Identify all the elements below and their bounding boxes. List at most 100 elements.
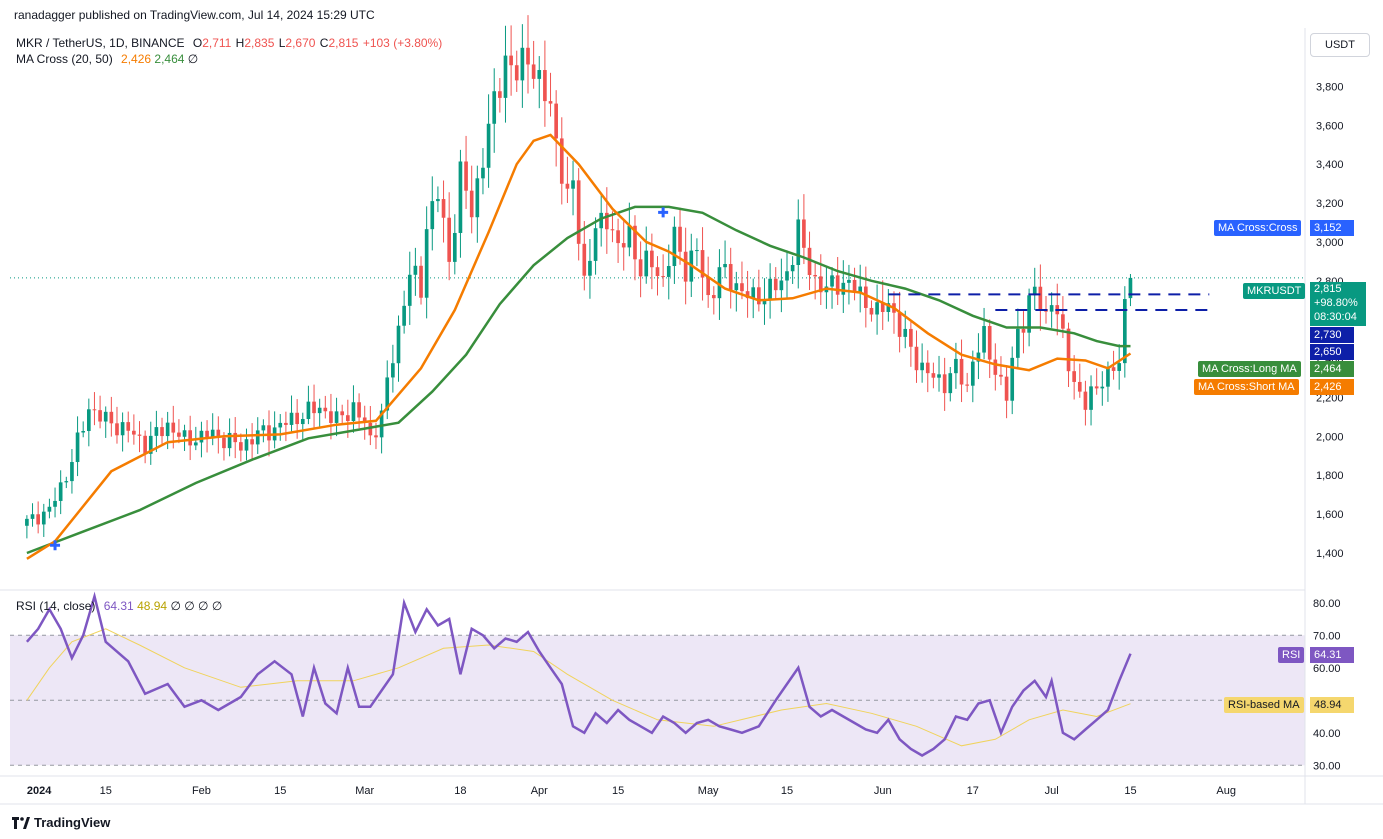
- candle-body: [413, 265, 418, 275]
- candle-body: [441, 199, 446, 218]
- candle-body: [430, 201, 435, 230]
- tradingview-logo-icon: [12, 816, 30, 829]
- candle-body: [1106, 367, 1110, 387]
- candle-body: [802, 219, 806, 248]
- candle-body: [830, 275, 834, 287]
- candle-body: [75, 432, 80, 463]
- rsi-line: [25, 591, 1132, 757]
- open-label: O: [192, 36, 203, 50]
- candle-body: [70, 462, 74, 482]
- candle-body: [154, 427, 159, 436]
- candle-body: [92, 409, 97, 411]
- candle-body: [785, 271, 789, 281]
- tradingview-footer[interactable]: TradingView: [12, 815, 110, 830]
- candle-body: [588, 260, 592, 276]
- candle-body: [47, 506, 52, 512]
- candle-body: [790, 264, 795, 272]
- candle-body: [351, 402, 356, 422]
- candle-body: [880, 302, 885, 312]
- long-ma-line: [26, 205, 1131, 555]
- candle-body: [976, 352, 981, 362]
- candle-body: [312, 401, 316, 414]
- candle-body: [86, 409, 91, 432]
- candle-body: [942, 374, 947, 394]
- candle-body: [745, 291, 750, 299]
- candle-body: [407, 274, 412, 306]
- candle-body: [53, 500, 57, 507]
- candle-body: [1122, 299, 1127, 364]
- candle-body: [982, 326, 986, 353]
- candle-body: [379, 410, 384, 438]
- currency-button[interactable]: USDT: [1310, 33, 1370, 57]
- time-tick-label: Jul: [1045, 785, 1059, 797]
- time-tick-label: 15: [612, 785, 624, 797]
- close-value: 2,815: [328, 36, 359, 50]
- ma-legend[interactable]: MA Cross (20, 50) 2,426 2,464 ∅: [16, 52, 198, 66]
- candle-body: [148, 435, 153, 454]
- candle-body: [796, 219, 801, 265]
- time-tick-label: 18: [454, 785, 466, 797]
- candle-body: [1077, 381, 1082, 392]
- candle-body: [306, 401, 311, 419]
- ma-cross-tag-value: 3,152: [1310, 220, 1354, 236]
- candle-body: [300, 418, 305, 425]
- levels-layer: [888, 293, 1210, 311]
- candle-body: [391, 363, 395, 378]
- bar-countdown: 08:30:04: [1314, 311, 1357, 323]
- rsi-overbought-oversold-band: [10, 635, 1305, 766]
- candle-body: [757, 287, 761, 305]
- candle-body: [396, 325, 401, 364]
- rsi-legend[interactable]: RSI (14, close) 64.31 48.94 ∅ ∅ ∅ ∅: [16, 599, 222, 613]
- candle-body: [818, 276, 823, 293]
- candle-body: [858, 286, 863, 293]
- candle-body: [436, 199, 440, 202]
- candle-body: [64, 481, 69, 483]
- time-tick-label: 15: [781, 785, 793, 797]
- candle-body: [1072, 371, 1076, 382]
- candle-body: [520, 47, 525, 81]
- high-label: H: [235, 36, 245, 50]
- rsi-tick-label: 30.00: [1313, 760, 1341, 772]
- candle-body: [103, 411, 108, 422]
- candle-body: [165, 422, 170, 437]
- candle-body: [452, 232, 457, 262]
- candle-body: [970, 361, 975, 386]
- rsi-layer: [25, 591, 1132, 757]
- candle-body: [773, 278, 778, 291]
- candle-body: [199, 430, 204, 443]
- candle-body: [813, 275, 817, 277]
- level-lower-tag: 2,650: [1310, 344, 1354, 360]
- candle-body: [717, 267, 722, 299]
- candle-body: [554, 103, 558, 139]
- candle-body: [222, 437, 226, 449]
- candle-body: [621, 243, 626, 248]
- price-tick-label: 1,800: [1316, 470, 1344, 482]
- candle-body: [751, 287, 756, 299]
- last-price-change: +98.80%: [1314, 297, 1358, 309]
- candle-body: [863, 286, 868, 308]
- rsi-tag-label: RSI: [1278, 647, 1305, 663]
- rsi-tick-label: 80.00: [1313, 598, 1341, 610]
- candle-body: [41, 511, 46, 525]
- candle-body: [509, 55, 513, 66]
- rsi-tick-label: 40.00: [1313, 728, 1341, 740]
- candle-body: [537, 70, 542, 79]
- candle-body: [841, 282, 846, 295]
- candle-body: [999, 374, 1003, 377]
- candle-body: [503, 55, 508, 98]
- candle-body: [340, 411, 345, 416]
- candle-body: [678, 226, 682, 252]
- candle-body: [1089, 386, 1093, 410]
- candle-body: [835, 275, 840, 295]
- candle-body: [481, 167, 485, 179]
- candle-body: [807, 247, 812, 276]
- candle-body: [1128, 277, 1133, 299]
- candle-body: [543, 70, 547, 102]
- footer-brand: TradingView: [34, 815, 111, 830]
- candle-body: [210, 429, 215, 439]
- candle-body: [610, 229, 615, 231]
- candle-body: [1038, 286, 1043, 310]
- symbol-legend: MKR / TetherUS, 1D, BINANCE O2,711 H2,83…: [16, 36, 442, 50]
- candle-body: [616, 230, 620, 244]
